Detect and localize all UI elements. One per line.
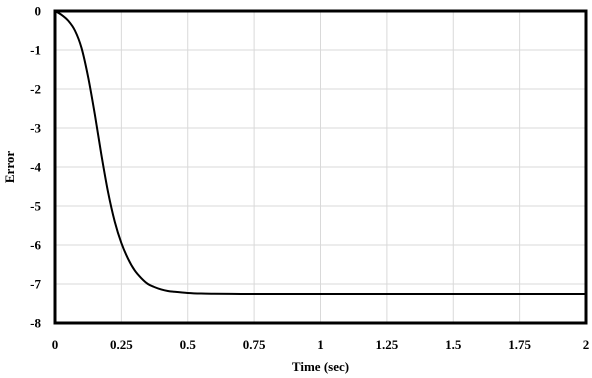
x-axis-ticks: 0 0.25 0.5 0.75 1 1.25 1.5 1.75 2 [52,337,590,352]
y-tick-label: -8 [30,316,41,331]
y-tick-label: -7 [30,277,41,292]
grid [54,10,587,324]
y-tick-label: -2 [30,82,41,97]
x-tick-label: 1.75 [508,337,531,352]
x-tick-label: 1.25 [376,337,399,352]
y-axis-ticks: 0 -1 -2 -3 -4 -5 -6 -7 -8 [30,4,41,331]
y-tick-label: 0 [35,4,42,19]
x-tick-label: 2 [583,337,590,352]
plot-frame [53,9,588,325]
y-tick-label: -1 [30,43,41,58]
y-tick-label: -5 [30,199,41,214]
x-tick-label: 0 [52,337,59,352]
y-axis-title: Error [2,151,17,183]
error-series-line [54,10,587,295]
x-tick-label: 0.75 [243,337,266,352]
x-tick-label: 0.25 [110,337,133,352]
x-tick-label: 0.5 [180,337,197,352]
x-tick-label: 1.5 [445,337,462,352]
x-tick-label: 1 [317,337,324,352]
series-layer [54,10,587,295]
y-tick-label: -3 [30,121,41,136]
y-tick-label: -6 [30,238,41,253]
y-tick-label: -4 [30,160,41,175]
x-axis-title: Time (sec) [292,359,349,374]
